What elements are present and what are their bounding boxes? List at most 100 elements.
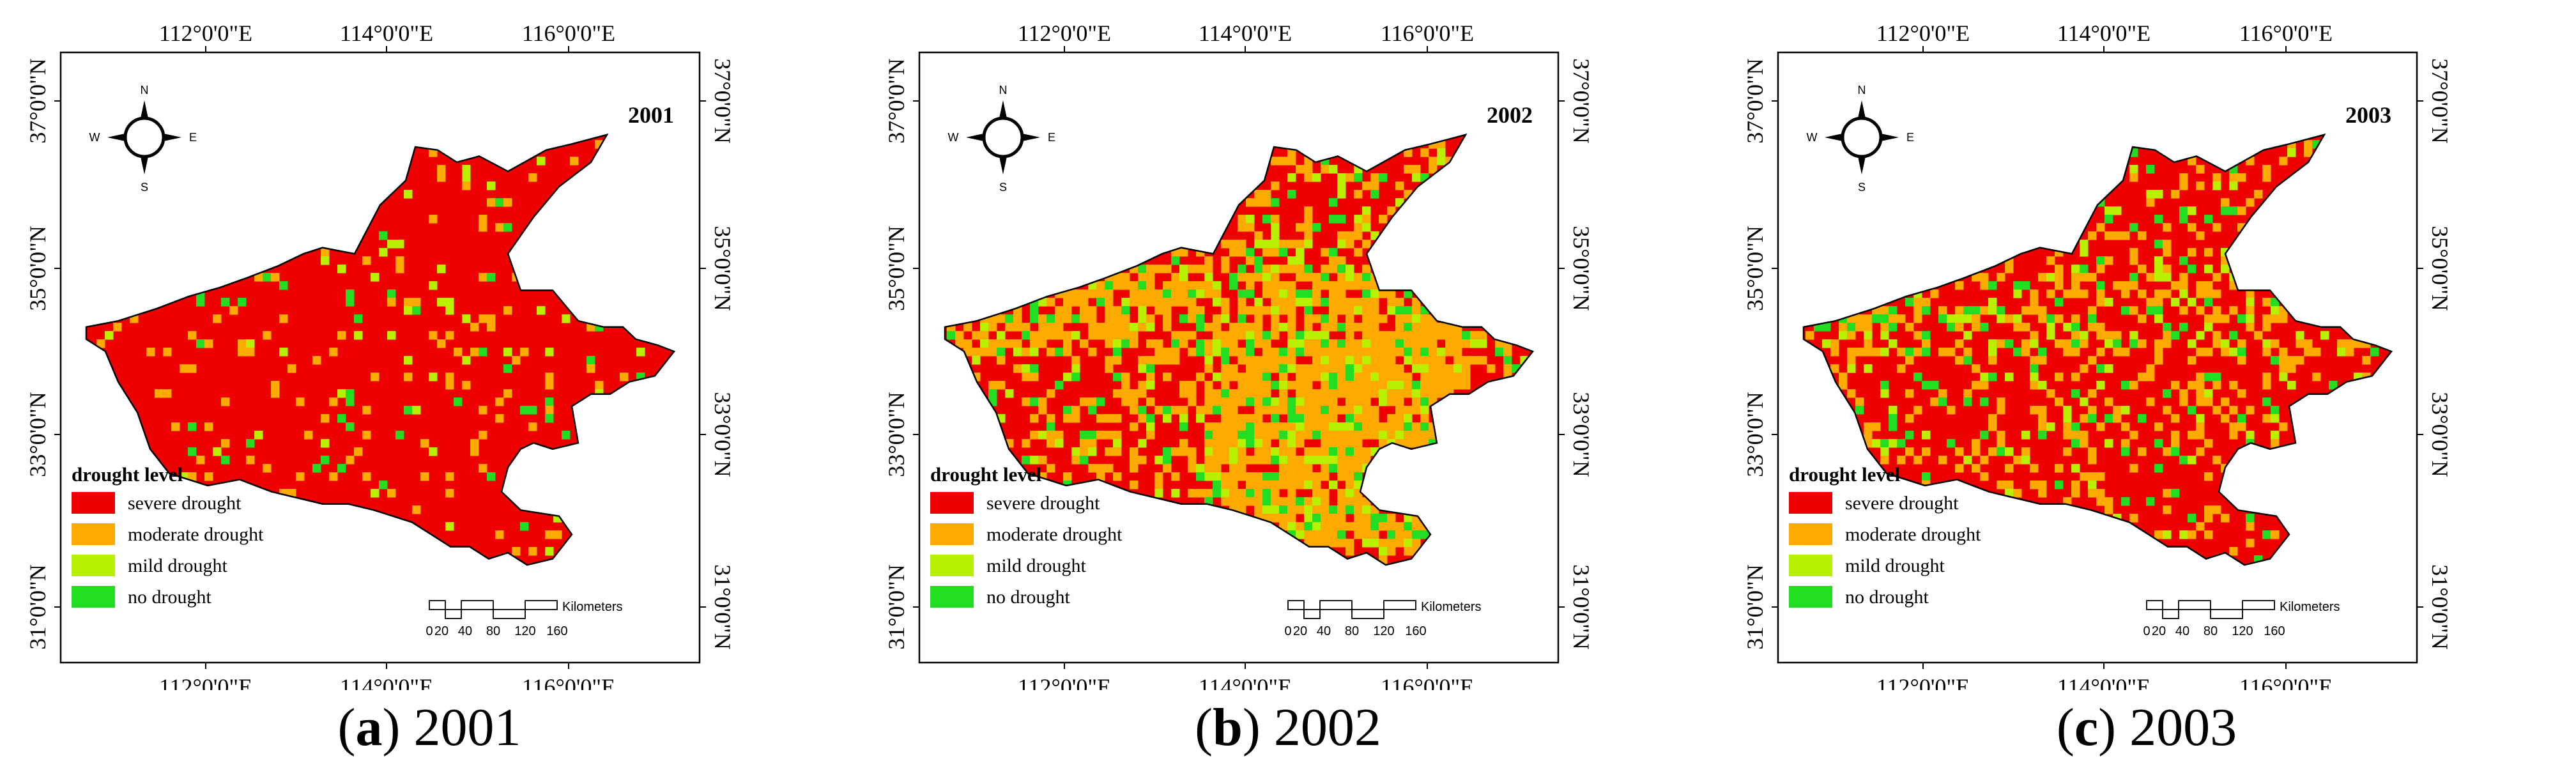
legend-label-mild: mild drought [986,555,1086,576]
legend-swatch-none [930,586,974,608]
compass-n: N [999,84,1008,96]
compass-e: E [189,131,197,144]
longitude-label-bottom: 116°0'0"E [1381,674,1474,690]
scale-tick-label: 40 [2175,624,2189,638]
latitude-label-left: 37°0'0"N [25,58,50,144]
longitude-label-top: 116°0'0"E [522,20,615,46]
longitude-label-bottom: 114°0'0"E [2057,674,2150,690]
scale-tick-label: 40 [458,624,472,638]
scale-tick-label: 0 [2143,624,2150,638]
legend-label-none: no drought [128,587,211,608]
longitude-label-bottom: 114°0'0"E [1199,674,1292,690]
legend-title: drought level [72,463,183,486]
latitude-label-left: 31°0'0"N [1742,564,1768,650]
scale-tick-label: 160 [2264,624,2285,638]
panel-caption: (c) 2003 [2056,698,2237,757]
scale-unit: Kilometers [562,600,622,614]
legend-label-mild: mild drought [128,555,227,576]
legend-swatch-mild [930,555,974,576]
legend-label-moderate: moderate drought [1845,524,1981,545]
legend-swatch-severe [72,492,115,514]
longitude-label-top: 112°0'0"E [1018,20,1111,46]
map-panel-2002: 112°0'0"E 112°0'0"E 114°0'0"E 114°0'0"E 116°… [859,0,1717,784]
latitude-label-left: 31°0'0"N [884,564,909,650]
scale-tick-label: 0 [1284,624,1291,638]
compass-icon [1825,100,1899,174]
legend-label-moderate: moderate drought [986,524,1123,545]
longitude-label-bottom: 116°0'0"E [522,674,615,690]
scale-bar [1287,600,1416,619]
latitude-label-right: 31°0'0"N [710,564,735,650]
latitude-label-left: 35°0'0"N [1742,226,1768,311]
scale-tick-label: 20 [2152,624,2166,638]
longitude-label-top: 114°0'0"E [340,20,433,46]
longitude-label-top: 112°0'0"E [1876,20,1970,46]
scale-tick-label: 80 [486,624,500,638]
longitude-label-top: 116°0'0"E [1381,20,1474,46]
scale-tick-label: 160 [546,624,567,638]
scale-unit: Kilometers [1421,600,1481,614]
year-label: 2002 [1487,102,1533,128]
longitude-label-bottom: 112°0'0"E [159,674,252,690]
panel-caption: (a) 2001 [337,698,521,757]
legend-label-severe: severe drought [986,493,1100,514]
legend-swatch-moderate [72,523,115,545]
latitude-label-right: 33°0'0"N [1568,392,1594,477]
drought-raster [1804,134,2391,565]
latitude-label-right: 35°0'0"N [1568,226,1594,311]
longitude-label-bottom: 114°0'0"E [340,674,433,690]
latitude-label-right: 37°0'0"N [1568,58,1594,144]
longitude-label-bottom: 112°0'0"E [1018,674,1111,690]
legend-swatch-none [72,586,115,608]
scale-tick-label: 80 [2204,624,2218,638]
compass-s: S [1858,181,1866,194]
compass-e: E [1048,131,1055,144]
province-boundary [1802,133,2393,566]
longitude-label-bottom: 112°0'0"E [1876,674,1970,690]
latitude-label-right: 31°0'0"N [1568,564,1594,650]
latitude-label-left: 33°0'0"N [25,392,50,477]
legend-swatch-severe [1789,492,1832,514]
compass-icon [107,100,181,174]
latitude-label-left: 35°0'0"N [25,226,50,311]
latitude-label-left: 33°0'0"N [884,392,909,477]
compass-e: E [1906,131,1914,144]
map-figure: 112°0'0"E 112°0'0"E 114°0'0"E 114°0'0"E 116°… [884,20,1594,690]
latitude-label-right: 37°0'0"N [2427,58,2453,144]
compass-n: N [141,84,149,96]
latitude-label-left: 33°0'0"N [1742,392,1768,477]
legend-swatch-none [1789,586,1832,608]
scale-tick-label: 0 [425,624,433,638]
scale-unit: Kilometers [2280,600,2340,614]
latitude-label-left: 35°0'0"N [884,226,909,311]
legend-title: drought level [1789,463,1901,486]
latitude-label-right: 35°0'0"N [2427,226,2453,311]
scale-tick-label: 20 [434,624,448,638]
map-panel-2003: 112°0'0"E 112°0'0"E 114°0'0"E 114°0'0"E 116°… [1717,0,2576,784]
compass-w: W [1807,131,1818,144]
latitude-label-right: 31°0'0"N [2427,564,2453,650]
legend-swatch-moderate [930,523,974,545]
legend-label-severe: severe drought [1845,493,1959,514]
drought-raster [945,134,1533,565]
province-boundary [944,133,1535,566]
year-label: 2001 [628,102,674,128]
longitude-label-top: 114°0'0"E [2057,20,2150,46]
scale-tick-label: 120 [1373,624,1394,638]
longitude-label-top: 112°0'0"E [159,20,252,46]
latitude-label-left: 37°0'0"N [884,58,909,144]
latitude-label-left: 31°0'0"N [25,564,50,650]
scale-tick-label: 160 [1405,624,1426,638]
scale-tick-label: 120 [2232,624,2253,638]
scale-tick-label: 80 [1345,624,1359,638]
legend-swatch-mild [72,555,115,576]
scale-tick-label: 40 [1317,624,1331,638]
drought-raster [86,134,674,565]
latitude-label-left: 37°0'0"N [1742,58,1768,144]
legend-label-moderate: moderate drought [128,524,264,545]
compass-icon [966,100,1040,174]
legend-title: drought level [930,463,1042,486]
scale-bar [2146,600,2275,619]
legend-label-none: no drought [986,587,1070,608]
legend-swatch-severe [930,492,974,514]
